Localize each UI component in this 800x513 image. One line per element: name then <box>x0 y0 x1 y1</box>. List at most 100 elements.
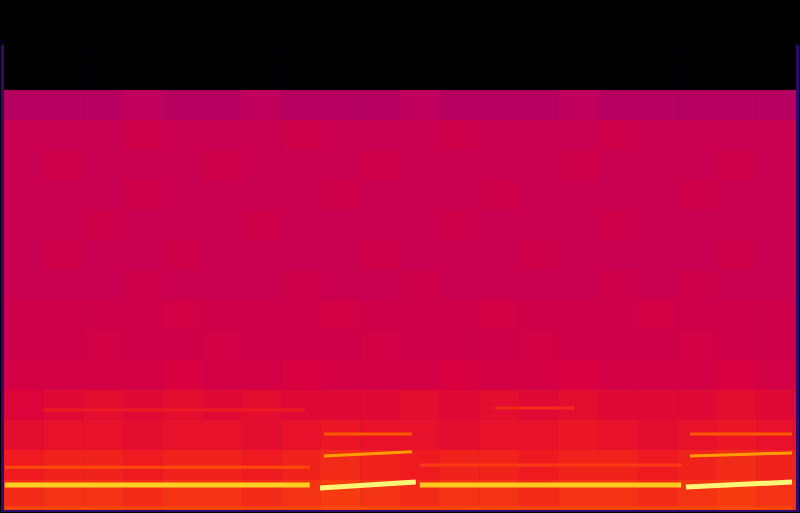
cell <box>44 330 84 361</box>
cell <box>281 90 321 121</box>
cell <box>717 120 757 151</box>
cell <box>321 60 361 91</box>
cell <box>202 270 242 301</box>
cell <box>281 390 321 421</box>
cell <box>123 0 163 31</box>
cell <box>756 120 796 151</box>
cell <box>123 30 163 61</box>
cell <box>123 420 163 451</box>
cell <box>281 120 321 151</box>
cell <box>162 210 202 241</box>
cell <box>360 0 400 31</box>
cell <box>202 210 242 241</box>
cell <box>44 60 84 91</box>
cell <box>360 360 400 391</box>
cell <box>83 270 123 301</box>
cell <box>123 210 163 241</box>
cell <box>242 300 282 331</box>
cell <box>123 150 163 181</box>
cell <box>202 0 242 31</box>
cell <box>756 330 796 361</box>
cell <box>598 150 638 181</box>
cell <box>519 0 559 31</box>
cell <box>400 330 440 361</box>
cell <box>756 240 796 271</box>
cell <box>242 0 282 31</box>
cell <box>756 90 796 121</box>
cell <box>677 90 717 121</box>
cell <box>756 0 796 31</box>
cell <box>321 150 361 181</box>
cell <box>123 270 163 301</box>
cell <box>162 150 202 181</box>
cell <box>519 360 559 391</box>
cell <box>756 300 796 331</box>
harmonic-track <box>686 482 792 487</box>
cell <box>360 330 400 361</box>
cell <box>321 0 361 31</box>
cell <box>598 0 638 31</box>
cell <box>717 0 757 31</box>
cell <box>83 390 123 421</box>
cell <box>44 180 84 211</box>
cell <box>638 30 678 61</box>
cell <box>479 120 519 151</box>
cell <box>83 180 123 211</box>
cell <box>677 300 717 331</box>
cell <box>479 0 519 31</box>
cell <box>242 360 282 391</box>
cell <box>638 330 678 361</box>
cell <box>202 390 242 421</box>
cell <box>123 180 163 211</box>
cell <box>4 330 44 361</box>
cell <box>400 0 440 31</box>
cell <box>242 180 282 211</box>
harmonic-track <box>420 464 681 467</box>
cell <box>83 330 123 361</box>
cell <box>440 390 480 421</box>
cell <box>717 360 757 391</box>
cell <box>242 150 282 181</box>
cell <box>440 90 480 121</box>
cell <box>83 240 123 271</box>
cell <box>321 240 361 271</box>
cell <box>123 360 163 391</box>
cell <box>44 360 84 391</box>
cell <box>479 300 519 331</box>
cell <box>479 30 519 61</box>
cell <box>202 330 242 361</box>
cell <box>440 0 480 31</box>
cell <box>479 240 519 271</box>
cell <box>83 360 123 391</box>
cell <box>558 390 598 421</box>
cell <box>4 240 44 271</box>
cell <box>717 30 757 61</box>
cell <box>558 150 598 181</box>
cell <box>360 150 400 181</box>
cell <box>44 150 84 181</box>
cell <box>44 210 84 241</box>
plot-area <box>4 0 796 510</box>
cell <box>4 270 44 301</box>
cell <box>360 270 400 301</box>
cell <box>321 300 361 331</box>
cell <box>519 300 559 331</box>
cell <box>44 0 84 31</box>
background <box>0 0 800 513</box>
cell <box>4 300 44 331</box>
cell <box>400 30 440 61</box>
cell <box>321 360 361 391</box>
cell <box>162 30 202 61</box>
cell <box>479 210 519 241</box>
cell <box>162 180 202 211</box>
cell <box>440 210 480 241</box>
cell <box>202 420 242 451</box>
harmonic-track <box>44 409 305 412</box>
cell <box>717 240 757 271</box>
cell <box>281 210 321 241</box>
cell <box>83 300 123 331</box>
cell <box>123 90 163 121</box>
cell <box>440 420 480 451</box>
cell <box>598 330 638 361</box>
cell <box>558 210 598 241</box>
